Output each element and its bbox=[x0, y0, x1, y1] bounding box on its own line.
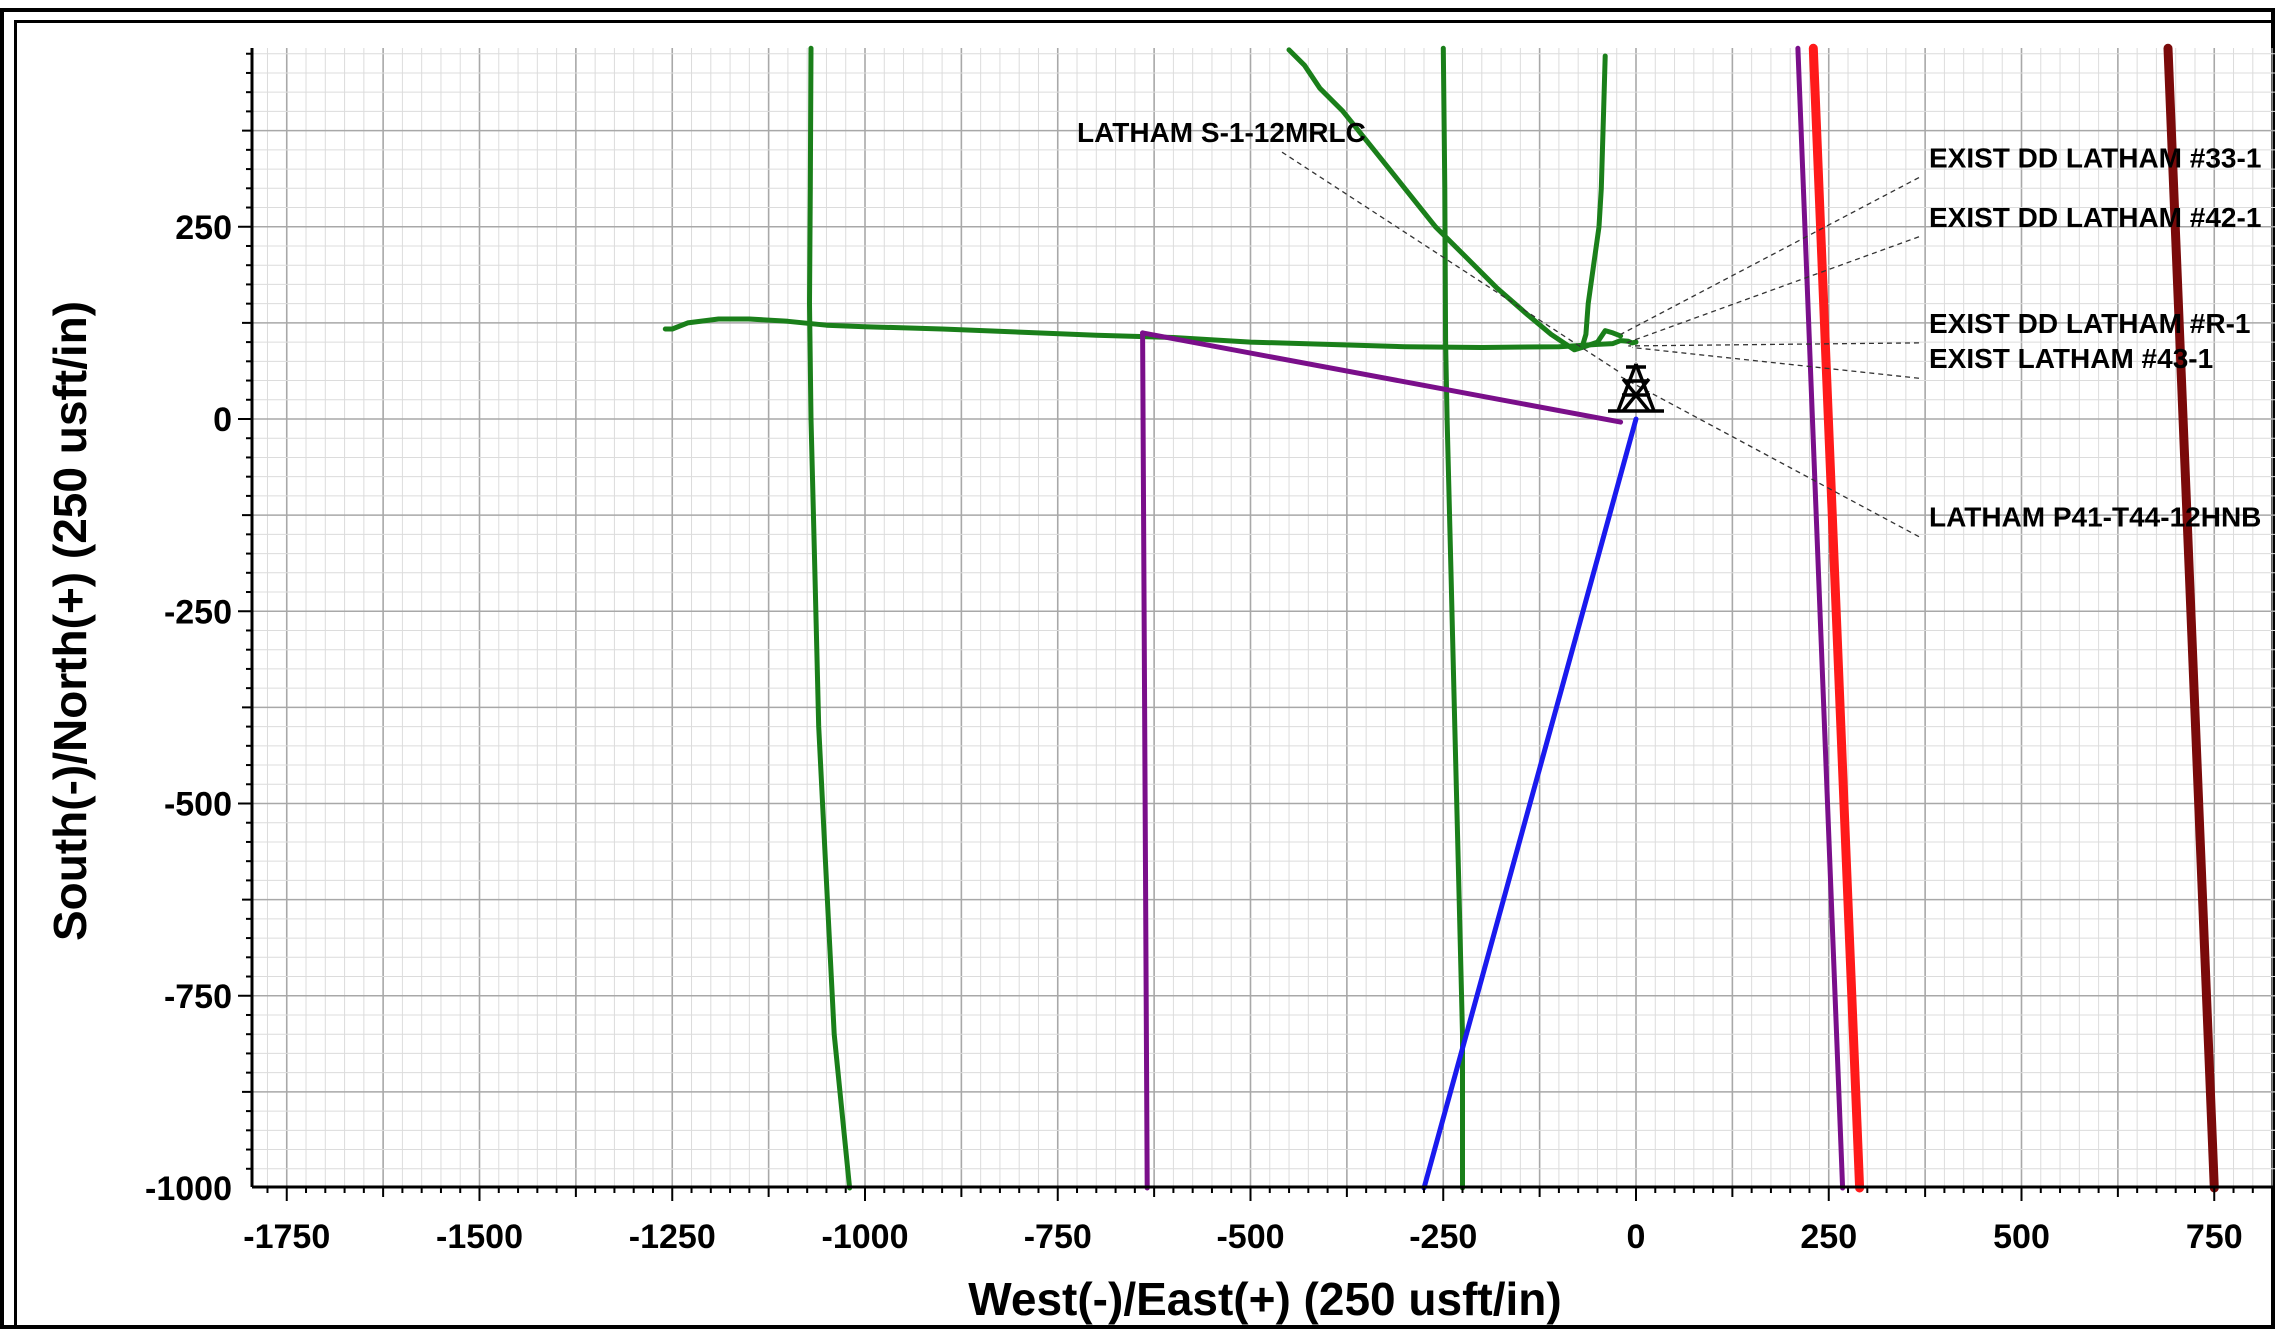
x-tick-label: 250 bbox=[1800, 1218, 1857, 1256]
well-label-5: EXIST LATHAM #43-1 bbox=[1929, 343, 2213, 374]
x-tick-label: -750 bbox=[1024, 1218, 1092, 1256]
annotation-leader bbox=[1624, 236, 1920, 345]
well-path-1 bbox=[662, 316, 1639, 350]
well-path-5 bbox=[1579, 53, 1624, 350]
y-tick-label: -750 bbox=[164, 978, 232, 1016]
well-path-9 bbox=[1421, 416, 1639, 1191]
well-path-7 bbox=[1140, 330, 1150, 1191]
x-tick-label: -500 bbox=[1216, 1218, 1284, 1256]
well-path-4 bbox=[1440, 45, 1465, 1191]
well-label-3: EXIST DD LATHAM #42-1 bbox=[1929, 202, 2261, 233]
well-label-2: EXIST DD LATHAM #33-1 bbox=[1929, 143, 2261, 174]
inner-frame bbox=[14, 20, 2275, 1329]
well-path-11 bbox=[2163, 43, 2219, 1193]
well-label-6: LATHAM P41-T44-12HNB bbox=[1929, 502, 2261, 533]
well-path-2 bbox=[807, 45, 853, 1191]
annotation-leader bbox=[1620, 376, 1920, 538]
x-tick-label: -250 bbox=[1409, 1218, 1477, 1256]
annotation-layer: LATHAM S-1-12MRLC EXIST DD LATHAM #33-1 EX… bbox=[1077, 117, 2261, 538]
well-path-6 bbox=[1140, 330, 1624, 425]
grid bbox=[252, 48, 2275, 1187]
annotation-leader bbox=[1281, 151, 1621, 374]
annotation-leader bbox=[1628, 342, 1919, 347]
y-tick-label: -500 bbox=[164, 786, 232, 824]
well-label-4: EXIST DD LATHAM #R-1 bbox=[1929, 308, 2251, 339]
x-tick-label: -1500 bbox=[436, 1218, 523, 1256]
y-axis-title: South(-)/North(+) (250 usft/in) bbox=[44, 301, 96, 941]
well-path-10 bbox=[1808, 43, 1865, 1193]
well-path-8 bbox=[1795, 45, 1846, 1191]
y-tick-label: -1000 bbox=[145, 1170, 232, 1208]
well-path-3 bbox=[1286, 47, 1585, 353]
annotation-leader bbox=[1620, 176, 1920, 335]
axes bbox=[250, 48, 2275, 1189]
y-tick-label: -250 bbox=[164, 593, 232, 631]
x-tick-label: -1750 bbox=[243, 1218, 330, 1256]
x-tick-label: -1000 bbox=[822, 1218, 909, 1256]
x-axis-title: West(-)/East(+) (250 usft/in) bbox=[968, 1273, 1561, 1325]
series-layer bbox=[662, 43, 2219, 1193]
y-tick-label: 0 bbox=[213, 401, 232, 439]
x-tick-label: 750 bbox=[2186, 1218, 2243, 1256]
ticks: -1750 -1500 -1250 -1000 -750 -500 -250 0 250 500 7… bbox=[145, 52, 2274, 1256]
y-tick-label: 250 bbox=[175, 209, 232, 247]
x-tick-label: 500 bbox=[1993, 1218, 2050, 1256]
annotation-leader bbox=[1632, 346, 1920, 379]
x-tick-label: 0 bbox=[1627, 1218, 1646, 1256]
x-tick-label: -1250 bbox=[629, 1218, 716, 1256]
rig-icon bbox=[1608, 363, 1664, 413]
well-label-1: LATHAM S-1-12MRLC bbox=[1077, 117, 1366, 148]
